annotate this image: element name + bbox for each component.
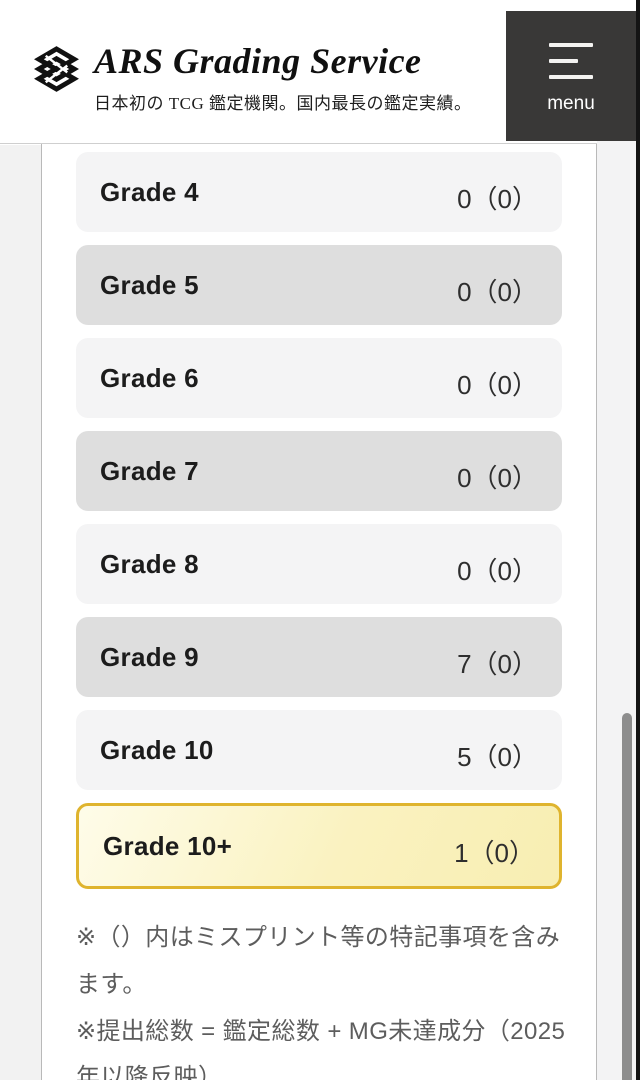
- brand[interactable]: ARS Grading Service 日本初の TCG 鑑定機関。国内最長の鑑…: [33, 41, 472, 114]
- site-title: ARS Grading Service: [94, 41, 422, 81]
- ars-logo-icon: [33, 46, 80, 93]
- grade-label: Grade 10+: [103, 830, 233, 861]
- grade-row-grade-10[interactable]: Grade 10 5（0）: [76, 710, 562, 790]
- scrollbar-thumb[interactable]: [622, 713, 632, 1080]
- grade-row-grade-9[interactable]: Grade 9 7（0）: [76, 617, 562, 697]
- note-parentheses: ※（）内はミスプリント等の特記事項を含みます。: [76, 924, 561, 998]
- site-subtitle: 日本初の TCG 鑑定機関。国内最長の鑑定実績。: [94, 93, 472, 113]
- grade-row-grade-5[interactable]: Grade 5 0（0）: [76, 245, 562, 325]
- grade-label: Grade 8: [100, 548, 199, 579]
- grade-row-grade-7[interactable]: Grade 7 0（0）: [76, 431, 562, 511]
- grade-value: 0（0）: [457, 369, 538, 400]
- grade-value: 7（0）: [457, 648, 538, 679]
- hamburger-icon: [549, 43, 593, 79]
- viewport-right-edge: [636, 0, 640, 1080]
- menu-button[interactable]: menu: [506, 11, 636, 141]
- grade-value: 0（0）: [457, 183, 538, 214]
- menu-button-label: menu: [547, 93, 595, 114]
- grade-value: 0（0）: [457, 555, 538, 586]
- note-submission-total: ※提出総数 = 鑑定総数 + MG未達成分（2025年以降反映）: [76, 1017, 566, 1080]
- grade-row-grade-10-plus[interactable]: Grade 10+ 1（0）: [76, 803, 562, 889]
- grade-label: Grade 5: [100, 269, 199, 300]
- grade-value: 0（0）: [457, 276, 538, 307]
- grade-value: 0（0）: [457, 462, 538, 493]
- grade-list: Grade 4 0（0） Grade 5 0（0） Grade 6 0（0） G…: [76, 152, 562, 889]
- content-card: Grade 4 0（0） Grade 5 0（0） Grade 6 0（0） G…: [41, 144, 597, 1080]
- grade-row-grade-8[interactable]: Grade 8 0（0）: [76, 524, 562, 604]
- grade-label: Grade 6: [100, 362, 199, 393]
- grade-value: 5（0）: [457, 741, 538, 772]
- grade-row-grade-6[interactable]: Grade 6 0（0）: [76, 338, 562, 418]
- grade-label: Grade 7: [100, 455, 199, 486]
- grade-label: Grade 10: [100, 734, 214, 765]
- brand-text: ARS Grading Service 日本初の TCG 鑑定機関。国内最長の鑑…: [94, 41, 472, 114]
- grade-label: Grade 9: [100, 641, 199, 672]
- grade-label: Grade 4: [100, 176, 199, 207]
- site-header: ARS Grading Service 日本初の TCG 鑑定機関。国内最長の鑑…: [0, 0, 597, 144]
- grade-row-grade-4[interactable]: Grade 4 0（0）: [76, 152, 562, 232]
- footnotes: ※（）内はミスプリント等の特記事項を含みます。 ※提出総数 = 鑑定総数 + M…: [76, 915, 576, 1080]
- grade-value: 1（0）: [454, 837, 535, 868]
- page-background-left: [0, 145, 41, 1080]
